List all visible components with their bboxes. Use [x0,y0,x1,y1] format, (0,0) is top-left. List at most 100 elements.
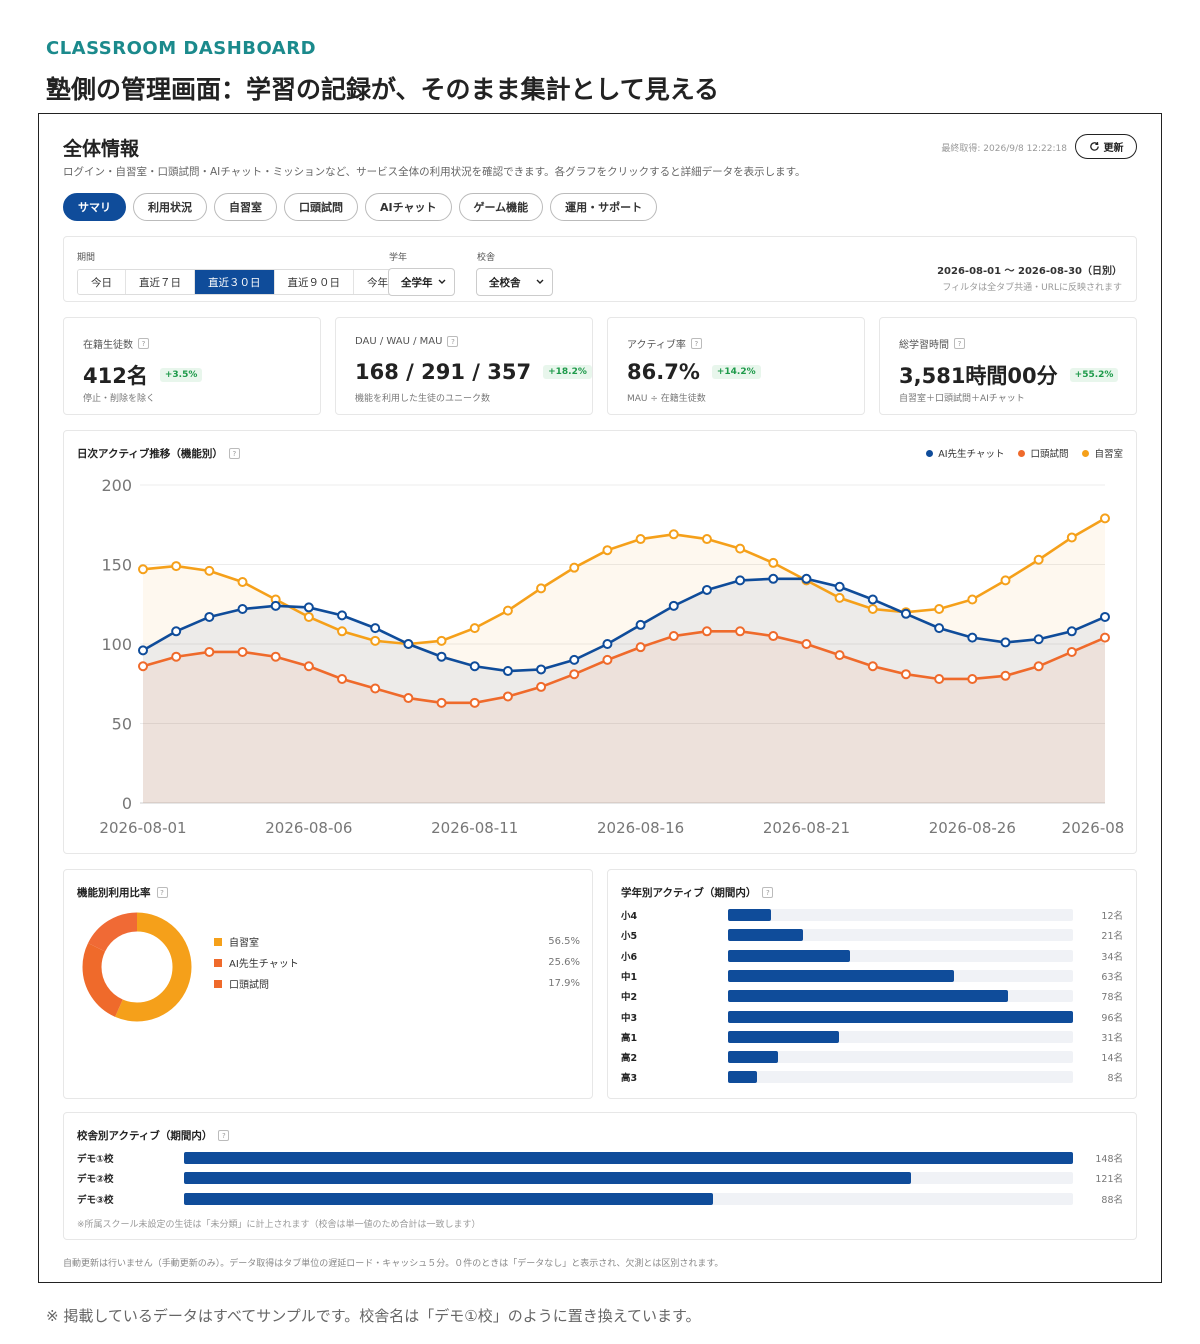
grade-active-card[interactable]: 学年別アクティブ（期間内）? 小4 12名 小5 21名 小6 34名 中1 63名 中2 78名… [607,869,1137,1099]
help-icon[interactable]: ? [954,338,965,349]
school-bar-track[interactable] [184,1172,1073,1185]
period-label: 期間 [77,253,96,263]
grade-bar-label: 小4 [621,911,638,922]
kpi-card-dau-wau-mau[interactable]: DAU / WAU / MAU? 168 / 291 / 357 +18.2% 機… [335,317,593,415]
data-point [834,592,845,603]
data-point [536,664,547,675]
series-line [142,517,1106,646]
y-tick-label: 200 [101,476,132,495]
help-icon[interactable]: ? [138,338,149,349]
help-icon[interactable]: ? [156,887,168,898]
series-line [142,577,1106,673]
kpi-card-active-rate[interactable]: アクティブ率? 86.7% +14.2% MAU ÷ 在籍生徒数 [607,317,865,415]
data-point [967,673,978,684]
grade-bar-label: 中1 [621,971,638,983]
data-point [1033,554,1044,565]
legend-item-oral-exam[interactable]: 口頭試問 [1018,446,1068,460]
school-select[interactable]: 全校舎 [476,268,553,296]
kpi-delta-badge: +3.5% [159,368,203,382]
data-point [701,584,712,595]
legend-item-study-room[interactable]: 自習室 [1082,446,1123,460]
tab-ai-chat[interactable]: AIチャット [365,193,452,221]
tab-usage[interactable]: 利用状況 [133,193,207,221]
x-tick-label: 2026-08-01 [99,819,186,837]
tab-game[interactable]: ゲーム機能 [458,193,544,221]
kpi-label: 総学習時間? [899,336,965,351]
grade-bar-track[interactable] [728,1030,1073,1043]
data-point [303,602,314,613]
school-active-card[interactable]: 校舎別アクティブ（期間内）? デモ①校 148名 デモ②校 121名 デモ③校 88名 ※… [63,1112,1137,1240]
data-point [934,623,945,634]
data-point [934,604,945,615]
grade-bar-count: 78名 [1101,992,1123,1004]
chevron-down-icon [536,279,544,284]
grade-bar-fill [728,909,772,921]
help-icon[interactable]: ? [762,887,774,898]
legend-item-ai-chat[interactable]: AI先生チャット [926,446,1004,460]
help-icon[interactable]: ? [228,448,240,459]
help-icon[interactable]: ? [218,1130,230,1141]
kpi-card-students[interactable]: 在籍生徒数? 412名 +3.5% 停止・削除を除く [63,317,321,415]
x-tick-label: 2026-08-11 [431,819,518,837]
daily-active-chart-card[interactable]: 0 50 100 150 200 2026-08-01 2026-08-06 2026-08-… [63,430,1137,854]
data-point [735,575,746,586]
period-90days[interactable]: 直近９０日 [274,270,354,294]
data-point [303,611,314,622]
kpi-value: 168 / 291 / 357 +18.2% [355,360,592,384]
grade-bar-track[interactable] [728,949,1073,962]
tab-study-room[interactable]: 自習室 [214,193,277,221]
date-range: 2026-08-01 〜 2026-08-30（日別） [937,266,1122,277]
data-point [237,576,248,587]
grade-bar-track[interactable] [728,990,1073,1003]
page-note: ※ 掲載しているデータはすべてサンプルです。校舎名は「デモ①校」のように置き換え… [46,1307,701,1325]
grade-bar-track[interactable] [728,1051,1073,1064]
grade-select[interactable]: 全学年 [388,268,455,296]
feature-ratio-card[interactable]: 機能別利用比率? 自習室 56.5% AI先生チャット 25.6% 口頭試問 1… [63,869,593,1099]
dashboard-frame: 全体情報 ログイン・自習室・口頭試問・AIチャット・ミッションなど、サービス全体… [38,113,1162,1283]
period-today[interactable]: 今日 [78,270,126,294]
grade-bar-track[interactable] [728,909,1073,921]
help-icon[interactable]: ? [447,336,459,347]
school-bar-track[interactable] [184,1192,1073,1205]
kpi-card-study-time[interactable]: 総学習時間? 3,581時間00分 +55.2% 自習室＋口頭試問＋AIチャット [879,317,1137,415]
help-icon[interactable]: ? [690,338,702,349]
data-point [536,681,547,692]
donut-slice[interactable] [82,912,192,1022]
grade-bar-track[interactable] [728,929,1073,942]
grade-bar-track[interactable] [728,969,1073,982]
donut-slice[interactable] [82,912,192,1022]
school-title: 校舎別アクティブ（期間内）? [77,1128,230,1143]
daily-active-line-chart[interactable]: 0 50 100 150 200 2026-08-01 2026-08-06 2026-08-… [64,431,1138,855]
tab-oral-exam[interactable]: 口頭試問 [284,193,358,221]
grade-bar-fill [728,1071,757,1084]
tab-operations[interactable]: 運用・サポート [550,193,658,221]
y-tick-label: 100 [101,635,132,654]
grade-bar-track[interactable] [728,1010,1073,1023]
grade-bar-count: 31名 [1101,1032,1123,1044]
data-point [735,543,746,554]
ratio-title: 機能別利用比率? [77,885,168,900]
refresh-button[interactable]: 更新 [1075,134,1137,159]
grade-bar-track[interactable] [728,1071,1073,1084]
data-point [536,583,547,594]
school-bar-track[interactable] [184,1152,1073,1164]
data-point [1066,532,1077,543]
period-7days[interactable]: 直近７日 [126,270,195,294]
school-bar-label: デモ③校 [77,1194,114,1206]
grade-bar-label: 高3 [621,1073,638,1085]
data-point [171,626,182,637]
y-tick-label: 0 [122,794,132,813]
series-area [143,518,1105,803]
data-point [403,693,414,704]
kpi-label: DAU / WAU / MAU? [355,336,459,347]
data-point [967,632,978,643]
grade-bar-count: 96名 [1101,1012,1123,1024]
school-bar-count: 88名 [1101,1194,1123,1206]
grade-bar-count: 63名 [1101,971,1123,983]
data-point [569,654,580,665]
feature-ratio-donut[interactable] [77,907,197,1027]
period-30days[interactable]: 直近３０日 [195,270,275,294]
grade-bar-fill [728,990,1009,1003]
x-tick-label: 2026-08-06 [265,819,352,837]
tab-summary[interactable]: サマリ [63,193,126,221]
